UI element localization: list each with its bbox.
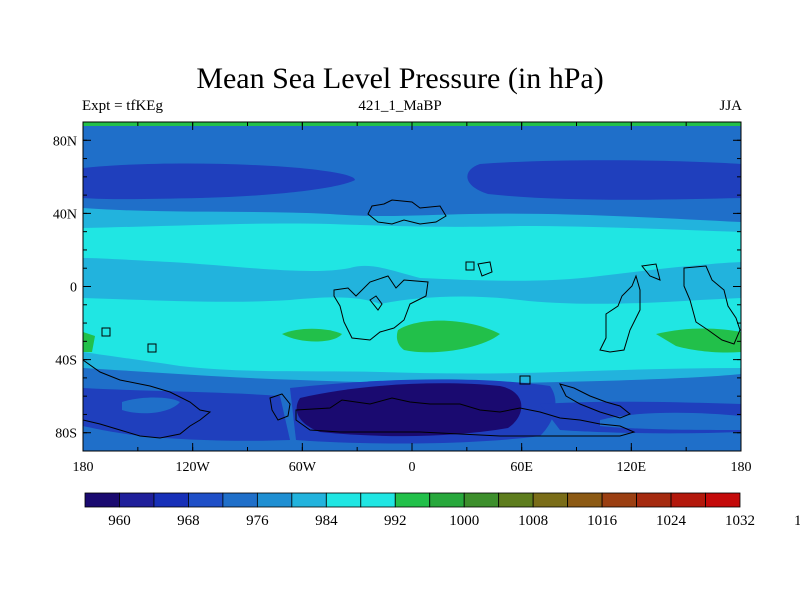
- lon-tick-label: 180: [73, 460, 94, 475]
- lon-tick-label: 0: [409, 460, 416, 475]
- lat-tick-label: 40S: [55, 354, 77, 369]
- colorbar-swatch: [325, 492, 362, 508]
- colorbar-swatch: [567, 492, 603, 508]
- colorbar-label: 992: [384, 513, 407, 529]
- high-1008-3: [656, 328, 741, 353]
- patch-984-a: [122, 397, 180, 414]
- colorbar-swatch: [291, 492, 327, 508]
- colorbar-swatch: [636, 492, 672, 508]
- colorbar-label: 1032: [725, 513, 755, 529]
- colorbar: 960 968 976 984 992 1000 1008 1016 1024 1032 1040: [84, 492, 800, 529]
- colorbar-label: 1040: [794, 513, 800, 529]
- colorbar-swatch: [498, 492, 534, 508]
- colorbar-swatch: [429, 492, 465, 508]
- patch-984-b: [600, 412, 741, 430]
- lon-tick-label: 180: [731, 460, 752, 475]
- colorbar-label: 968: [177, 513, 200, 529]
- low-976-nw: [83, 163, 355, 200]
- low-976-ne: [467, 160, 741, 200]
- colorbar-label: 1000: [449, 513, 479, 529]
- colorbar-label: 960: [108, 513, 131, 529]
- colorbar-swatch: [463, 492, 500, 508]
- experiment-label: Expt = tfKEg: [82, 98, 163, 114]
- colorbar-label: 1016: [587, 513, 618, 529]
- contour-fill: [83, 122, 741, 451]
- colorbar-swatch: [601, 492, 637, 508]
- colorbar-swatch: [256, 492, 293, 508]
- axes: 80N 40N 0 40S 80S 180 120W 60W 0 60E 120E 180: [53, 121, 752, 475]
- high-1008-1: [282, 328, 342, 342]
- high-1008-4: [83, 332, 95, 352]
- lat-tick-label: 40N: [53, 207, 77, 222]
- coastlines: [83, 199, 741, 439]
- colorbar-swatch: [188, 492, 224, 508]
- colorbar-swatch: [360, 492, 396, 508]
- colorbar-label: 1008: [518, 513, 548, 529]
- lat-tick-label: 80S: [55, 427, 77, 442]
- colorbar-label: 976: [246, 513, 269, 529]
- colorbar-swatch: [670, 492, 706, 508]
- lon-tick-label: 120W: [176, 460, 211, 475]
- lat-tick-label: 0: [70, 281, 77, 296]
- band-1000-north: [83, 223, 741, 281]
- season-label: JJA: [719, 98, 742, 114]
- lon-tick-label: 60E: [510, 460, 533, 475]
- colorbar-label: 1024: [656, 513, 687, 529]
- lat-tick-label: 80N: [53, 134, 77, 149]
- colorbar-swatch: [119, 492, 155, 508]
- colorbar-swatch: [705, 492, 741, 508]
- low-960-core: [296, 383, 522, 437]
- lon-tick-label: 60W: [289, 460, 317, 475]
- run-label: 421_1_MaBP: [358, 98, 442, 114]
- chart-title: Mean Sea Level Pressure (in hPa): [196, 62, 604, 95]
- lon-tick-label: 120E: [617, 460, 647, 475]
- colorbar-swatch: [153, 492, 189, 508]
- high-1008-2: [396, 320, 500, 353]
- colorbar-label: 984: [315, 513, 338, 529]
- colorbar-swatch: [84, 492, 120, 508]
- colorbar-swatch: [222, 492, 258, 508]
- colorbar-swatch: [532, 492, 569, 508]
- colorbar-swatch: [394, 492, 431, 508]
